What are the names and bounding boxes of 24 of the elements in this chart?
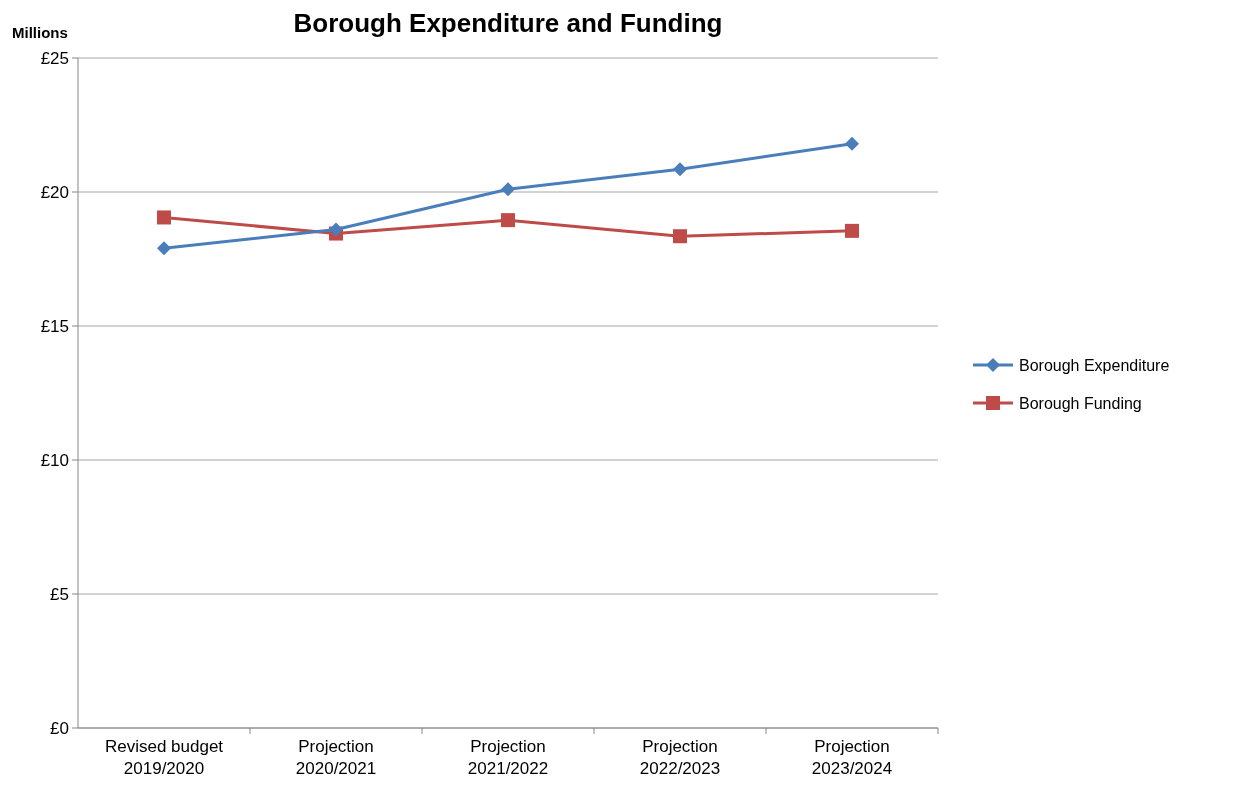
point: [157, 241, 171, 256]
x-tick-label: Revised budget 2019/2020: [104, 737, 224, 778]
point: [845, 136, 859, 151]
legend-label: Borough Funding: [1019, 394, 1142, 412]
y-tick-label: £5: [50, 584, 69, 604]
y-tick-label: £15: [40, 316, 69, 336]
x-tick-label: Projection 2020/2021: [295, 737, 377, 778]
point: [673, 229, 687, 244]
point: [157, 210, 171, 225]
y-axis-title: Millions: [12, 24, 68, 41]
y-tick-label: £25: [40, 48, 69, 68]
point: [501, 182, 515, 197]
point: [845, 223, 859, 238]
y-tick-label: £0: [50, 718, 69, 738]
y-tick-label: £20: [40, 182, 69, 202]
point: [329, 222, 343, 237]
point: [673, 162, 687, 177]
chart-title: Borough Expenditure and Funding: [293, 8, 723, 38]
x-tick-label: Projection 2023/2024: [811, 737, 893, 778]
point: [501, 213, 515, 228]
x-tick-label: Projection 2022/2023: [639, 737, 721, 778]
x-tick-label: Projection 2021/2022: [467, 737, 549, 778]
y-tick-label: £10: [40, 450, 69, 470]
legend-label: Borough Expenditure: [1019, 356, 1170, 374]
